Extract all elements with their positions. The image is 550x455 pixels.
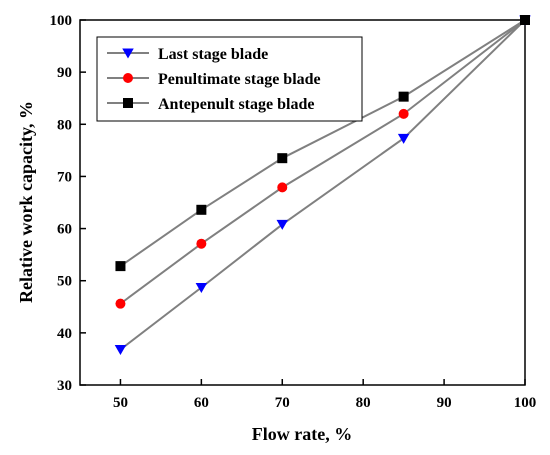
x-tick-label: 90 (437, 395, 452, 411)
data-point (115, 298, 126, 309)
data-point (196, 204, 207, 215)
legend-items: Last stage blade Penultimate stage blade A… (107, 46, 321, 113)
y-tick-label: 100 (50, 13, 73, 29)
data-point (196, 238, 207, 249)
x-axis-title: Flow rate, % (252, 424, 352, 444)
y-tick-label: 50 (57, 274, 72, 290)
legend-label: Last stage blade (158, 46, 268, 63)
data-point (115, 261, 126, 272)
data-point (398, 91, 409, 102)
legend-marker (122, 48, 134, 59)
x-tick-label: 70 (275, 395, 290, 411)
data-point (276, 219, 289, 230)
y-tick-label: 70 (57, 169, 72, 185)
data-point (277, 153, 288, 164)
legend-marker (123, 73, 133, 83)
y-tick-label: 90 (57, 65, 72, 81)
legend: Last stage blade Penultimate stage blade A… (96, 36, 363, 122)
x-tick-label: 100 (514, 395, 537, 411)
y-tick-label: 60 (57, 222, 72, 238)
y-tick-label: 40 (57, 326, 72, 342)
y-tick-label: 80 (57, 117, 72, 133)
x-tick-label: 80 (356, 395, 371, 411)
tick-labels: 50 60 70 80 90 100 30 40 50 60 70 80 90 100 (50, 13, 537, 411)
legend-marker (123, 98, 133, 108)
x-tick-label: 60 (194, 395, 209, 411)
data-point (398, 108, 409, 119)
axis-ticks (80, 19, 526, 386)
legend-label: Penultimate stage blade (158, 71, 321, 88)
plot-frame (79, 19, 526, 386)
data-point (520, 15, 530, 25)
data-point (397, 133, 410, 144)
y-axis-title: Relative work capacity, % (16, 101, 36, 303)
y-tick-label: 30 (57, 378, 72, 394)
legend-label: Antepenult stage blade (158, 96, 314, 113)
series-markers (114, 15, 531, 356)
x-tick-label: 50 (113, 395, 128, 411)
data-point (195, 282, 208, 293)
data-point (277, 182, 288, 193)
data-point (114, 345, 127, 356)
